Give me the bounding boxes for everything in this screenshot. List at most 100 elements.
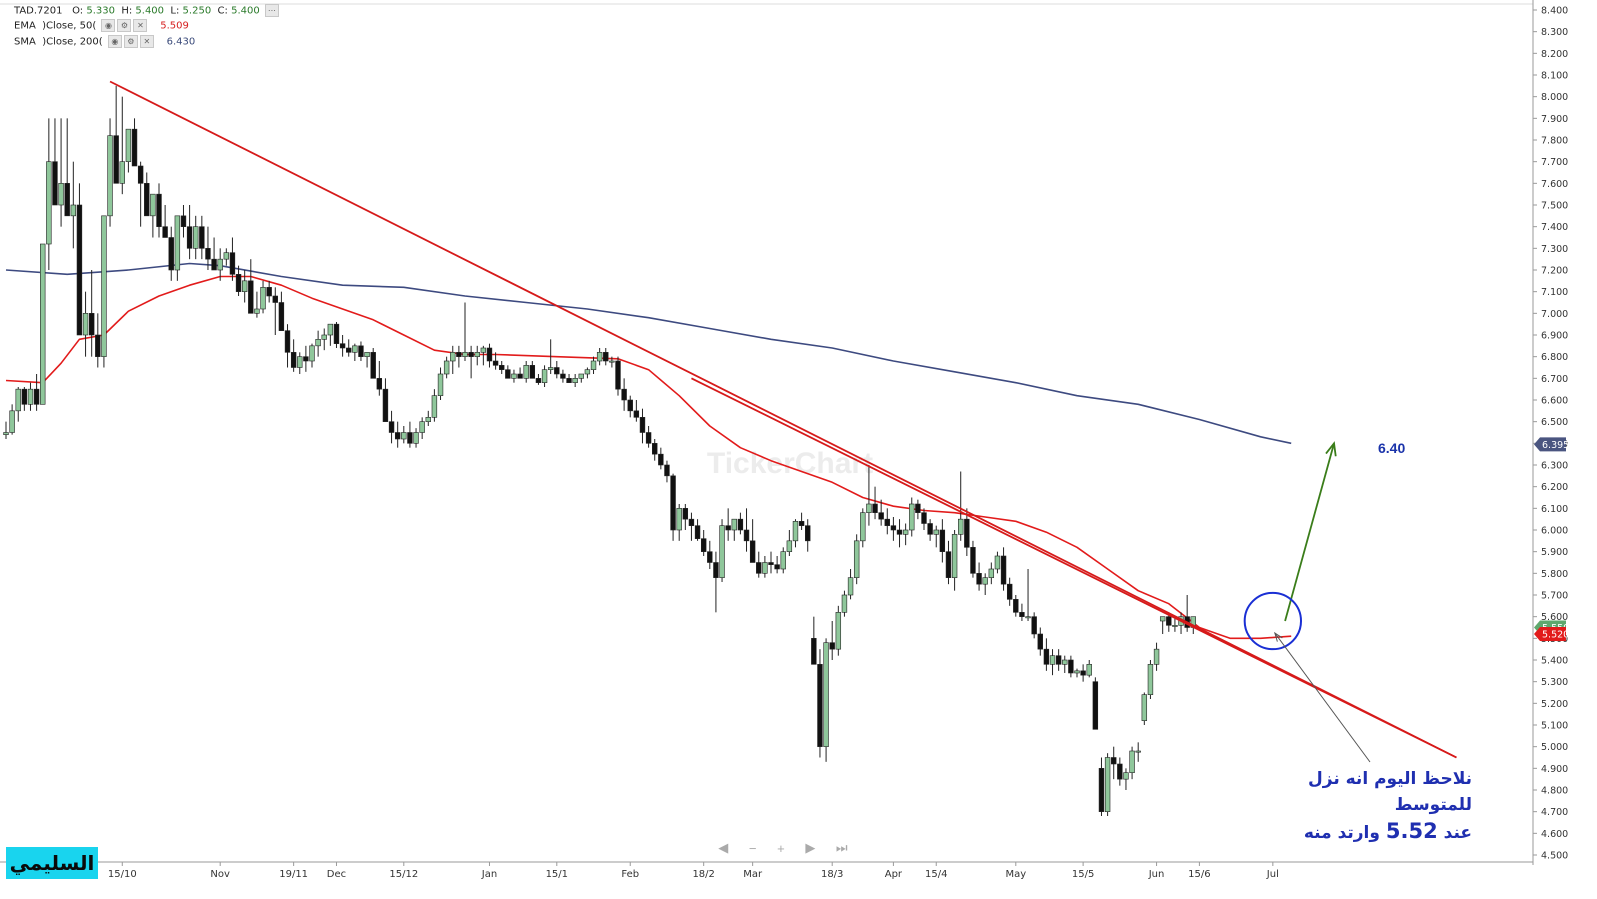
author-logo: السليمي [6, 847, 98, 879]
candle-body [211, 258, 217, 271]
annotation-line-1: نلاحظ اليوم انه نزل للمتوسط [1308, 769, 1472, 815]
candle-body [866, 503, 872, 513]
sma-name: SMA [14, 36, 36, 48]
eye-icon[interactable]: ◉ [107, 35, 122, 48]
candle-body [639, 417, 646, 433]
candle-body [217, 258, 223, 271]
y-tick-label: 8.200 [1541, 49, 1568, 60]
candle-body [40, 243, 46, 405]
y-tick-label: 6.500 [1541, 417, 1568, 428]
candle-body [443, 360, 450, 375]
x-tick-label: May [1005, 869, 1026, 880]
candle-body [492, 360, 499, 366]
y-tick-label: 5.800 [1541, 569, 1568, 580]
candle-body [829, 642, 835, 650]
close-label: C: [217, 5, 228, 17]
candle-body [456, 352, 462, 357]
sma-price-tag-bg [1534, 437, 1566, 452]
candle-body [419, 421, 425, 433]
candle-body [1049, 655, 1056, 665]
y-tick-label: 8.400 [1541, 6, 1568, 17]
candle-body [1037, 633, 1043, 650]
series-line [5, 275, 1292, 640]
candle-body [517, 373, 523, 379]
zoom-out-icon[interactable]: − [748, 840, 757, 856]
scroll-end-icon[interactable]: ⏭ [835, 840, 848, 855]
candle-body [205, 248, 211, 260]
close-icon[interactable]: ✕ [139, 35, 154, 48]
zoom-in-icon[interactable]: + [777, 840, 785, 856]
scroll-right-icon[interactable]: ▶ [805, 840, 816, 855]
high-value: 5.400 [135, 5, 165, 17]
candle-body [346, 347, 352, 353]
y-tick-label: 6.100 [1541, 504, 1568, 515]
y-tick-label: 4.600 [1541, 829, 1568, 840]
candle-body [964, 518, 970, 548]
candle-body [309, 345, 315, 362]
candle-body [633, 410, 640, 418]
candle-body [333, 323, 340, 344]
candle-body [749, 540, 756, 563]
candle-body [547, 367, 554, 370]
candle-body [645, 432, 652, 444]
candle-body [101, 215, 107, 357]
ema-price-tag: 5.520 [1542, 630, 1569, 641]
candle-body [609, 360, 615, 363]
y-tick-label: 7.800 [1541, 136, 1568, 147]
y-tick-label: 7.400 [1541, 222, 1568, 233]
candle-body [768, 562, 774, 565]
time-axis: 15/10 Nov 19/11 Dec 15/12 Jan 15/1 Feb 18/2 Mar 18… [108, 862, 1279, 880]
candle-body [254, 308, 260, 314]
candle-body [199, 226, 205, 249]
y-tick-label: 6.800 [1541, 352, 1568, 363]
eye-icon[interactable]: ◉ [101, 19, 116, 32]
x-tick-label: 15/1 [546, 869, 568, 880]
candle-body [902, 529, 909, 535]
candle-body [939, 529, 946, 552]
candle-body [976, 573, 982, 585]
candle-body [713, 562, 719, 578]
candle-body [1159, 616, 1166, 622]
ema-value: 5.509 [160, 20, 189, 32]
gear-icon[interactable]: ⚙ [117, 19, 132, 32]
x-tick-label: 15/5 [1072, 869, 1094, 880]
candle-body [364, 352, 370, 357]
close-icon[interactable]: ✕ [133, 19, 148, 32]
x-tick-label: Dec [327, 869, 346, 880]
candle-body [535, 378, 542, 383]
candle-body [266, 287, 272, 297]
candle-body [119, 161, 125, 184]
annotation-value: 5.52 [1385, 819, 1438, 843]
scroll-left-icon[interactable]: ◀ [718, 840, 729, 855]
y-tick-label: 6.700 [1541, 374, 1568, 385]
candle-body [235, 274, 242, 292]
watermark: TickerChart [707, 447, 873, 480]
candle-body [1062, 659, 1068, 665]
candle-body [15, 388, 21, 412]
candle-body [499, 365, 505, 370]
candle-body [1000, 555, 1007, 585]
candle-body [652, 443, 658, 455]
candle-body [278, 302, 285, 331]
candle-body [401, 432, 407, 440]
candle-body [811, 638, 817, 665]
candle-body [315, 339, 321, 347]
candle-body [425, 417, 431, 422]
candle-body [413, 432, 419, 444]
series-line [5, 262, 1292, 445]
sma-legend: SMA )Close, 200( ◉ ⚙ ✕ 6.430 [14, 35, 195, 50]
candle-body [541, 369, 548, 383]
candle-body [945, 551, 952, 578]
ema-price-tag-bg [1534, 627, 1566, 641]
candle-body [725, 525, 731, 531]
candle-body [162, 226, 168, 238]
candle-body [358, 345, 364, 357]
candle-body [958, 518, 964, 535]
gear-icon[interactable]: ⚙ [123, 35, 138, 48]
more-icon[interactable]: ⋯ [264, 4, 279, 17]
pointer-line [1274, 632, 1371, 763]
ohlc-legend: TAD.7201 O: 5.330 H: 5.400 L: 5.250 C: 5… [14, 4, 279, 19]
y-tick-label: 7.600 [1541, 179, 1568, 190]
candle-body [1098, 768, 1105, 812]
